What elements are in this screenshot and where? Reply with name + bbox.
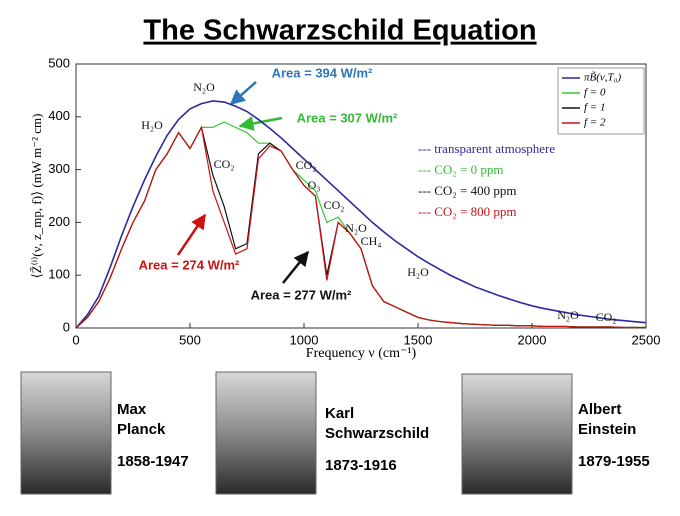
annotation: Area = 277 W/m²: [251, 287, 352, 302]
text-legend-entry: --- CO₂ = 0 ppm: [418, 162, 504, 177]
annotation: N₂O: [557, 308, 579, 322]
plot-frame: [75, 63, 647, 329]
legend-label: f = 2: [584, 117, 606, 129]
annotation: CO₂: [214, 157, 235, 171]
x-tick-label: 2000: [518, 332, 547, 347]
photo: [215, 371, 317, 495]
photo: [20, 371, 112, 495]
text-legend-entry: --- transparent atmosphere: [418, 141, 555, 156]
annotation: Area = 274 W/m²: [139, 257, 240, 272]
annotation: CH₄: [361, 234, 382, 248]
y-tick-label: 100: [48, 267, 70, 282]
legend-label: f = 1: [584, 102, 605, 114]
annotation: O₃: [308, 178, 321, 192]
annotation: Area = 307 W/m²: [297, 110, 398, 125]
annotation: CO₂: [324, 198, 345, 212]
y-tick-label: 300: [48, 161, 70, 176]
photo: [461, 373, 573, 495]
annotation: H₂O: [141, 118, 163, 132]
y-tick-label: 0: [63, 319, 70, 334]
person-years: 1879-1955: [578, 453, 650, 470]
x-tick-label: 1000: [290, 332, 319, 347]
x-tick-label: 2500: [632, 332, 661, 347]
person-name: Schwarzschild: [325, 425, 429, 442]
x-tick-label: 0: [72, 332, 79, 347]
person-name: Max: [117, 401, 147, 418]
arrow: [176, 213, 207, 256]
legend-label: f = 0: [584, 87, 606, 99]
annotation: N₂O: [193, 80, 215, 94]
text-legend-entry: --- CO₂ = 400 ppm: [418, 183, 517, 198]
person-years: 1873-1916: [325, 457, 397, 474]
photos: [20, 371, 573, 495]
slide-title: The Schwarzschild Equation: [143, 15, 536, 47]
annotation: Area = 394 W/m²: [272, 65, 373, 80]
y-tick-label: 500: [48, 55, 70, 70]
text-legend-entry: --- CO₂ = 800 ppm: [418, 204, 517, 219]
x-tick-label: 500: [179, 332, 201, 347]
y-tick-label: 200: [48, 214, 70, 229]
annotation: CO₂: [296, 158, 317, 172]
legend-label: πB̃(ν,T₀): [584, 71, 621, 84]
person-years: 1858-1947: [117, 453, 189, 470]
person-name: Einstein: [578, 421, 636, 438]
x-axis-label: Frequency ν (cm⁻¹): [306, 346, 417, 361]
arrow: [229, 81, 257, 105]
x-tick-label: 1500: [404, 332, 433, 347]
y-tick-label: 400: [48, 108, 70, 123]
person-name: Karl: [325, 405, 354, 422]
series-line: [75, 125, 646, 329]
person-name: Albert: [578, 401, 621, 418]
y-axis-label: ⟨Z̃⁽ⁱ⁾(ν, z_mp, f)⟩ (mW m⁻² cm): [29, 114, 44, 279]
annotation: CO₂: [596, 310, 617, 324]
series-line: [75, 100, 647, 329]
annotation: N₂O: [345, 221, 367, 235]
arrow: [282, 250, 309, 284]
person-name: Planck: [117, 421, 166, 438]
annotation: H₂O: [407, 265, 429, 279]
